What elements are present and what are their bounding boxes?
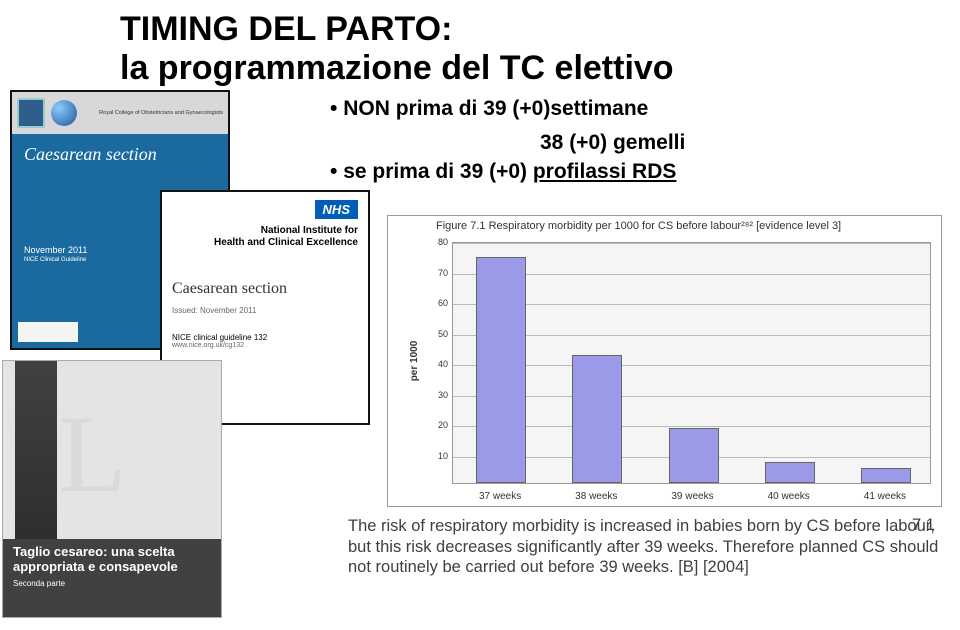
nhs-url: www.nice.org.uk/cg132 <box>172 342 358 349</box>
x-tick: 38 weeks <box>561 491 631 502</box>
book-cover-lineaguida: LINEA GUIDA L Taglio cesareo: una scelta… <box>2 360 222 618</box>
lg-big-letter: L <box>59 391 126 518</box>
y-tick: 20 <box>426 420 448 430</box>
y-axis-label: per 1000 <box>409 341 420 382</box>
gridline <box>453 243 930 244</box>
lg-title-l1: Taglio cesareo: una scelta <box>13 544 175 559</box>
bar <box>572 355 622 483</box>
title-line1: TIMING DEL PARTO: <box>120 10 940 49</box>
bar <box>669 428 719 483</box>
y-tick: 80 <box>426 237 448 247</box>
y-tick: 30 <box>426 390 448 400</box>
y-tick: 50 <box>426 329 448 339</box>
cover1-footer-box <box>18 322 78 342</box>
lg-title-l2: appropriata e consapevole <box>13 559 178 574</box>
chart-plot-area <box>452 242 931 484</box>
y-tick: 60 <box>426 298 448 308</box>
y-tick: 10 <box>426 451 448 461</box>
bar <box>476 257 526 483</box>
chart-title: Figure 7.1 Respiratory morbidity per 100… <box>388 216 941 236</box>
y-tick: 70 <box>426 268 448 278</box>
bullet-list: NON prima di 39 (+0)settimane 38 (+0) ge… <box>330 95 910 192</box>
title-line2: la programmazione del TC elettivo <box>120 49 940 88</box>
chart-container: Figure 7.1 Respiratory morbidity per 100… <box>387 215 942 507</box>
bullet-1-sub: 38 (+0) gemelli <box>540 129 910 157</box>
cover1-title: Caesarean section <box>12 134 228 165</box>
cover1-dept: Royal College of Obstetricians and Gynae… <box>83 110 223 116</box>
x-tick: 39 weeks <box>658 491 728 502</box>
bullet-2: se prima di 39 (+0) profilassi RDS <box>330 158 910 186</box>
lg-sub: Seconda parte <box>13 579 211 588</box>
shield-icon <box>17 98 45 128</box>
bar <box>861 468 911 483</box>
nhs-logo: NHS <box>315 200 358 219</box>
nhs-issued: Issued: November 2011 <box>172 306 358 315</box>
x-tick: 37 weeks <box>465 491 535 502</box>
nhs-inst-l2: Health and Clinical Excellence <box>172 237 358 249</box>
bar <box>765 462 815 483</box>
globe-icon <box>51 100 77 126</box>
x-tick: 41 weeks <box>850 491 920 502</box>
nhs-guide: NICE clinical guideline 132 <box>172 333 358 342</box>
bullet-2-prefix: se prima di 39 (+0) <box>343 160 533 183</box>
x-tick: 40 weeks <box>754 491 824 502</box>
bullet-2-underlined: profilassi RDS <box>533 160 677 183</box>
nhs-cs: Caesarean section <box>172 280 358 298</box>
risk-number: 7.1 <box>912 516 935 535</box>
risk-text: The risk of respiratory morbidity is inc… <box>348 516 948 578</box>
y-tick: 40 <box>426 359 448 369</box>
bullet-1: NON prima di 39 (+0)settimane <box>330 95 910 123</box>
nhs-inst-l1: National Institute for <box>172 225 358 237</box>
